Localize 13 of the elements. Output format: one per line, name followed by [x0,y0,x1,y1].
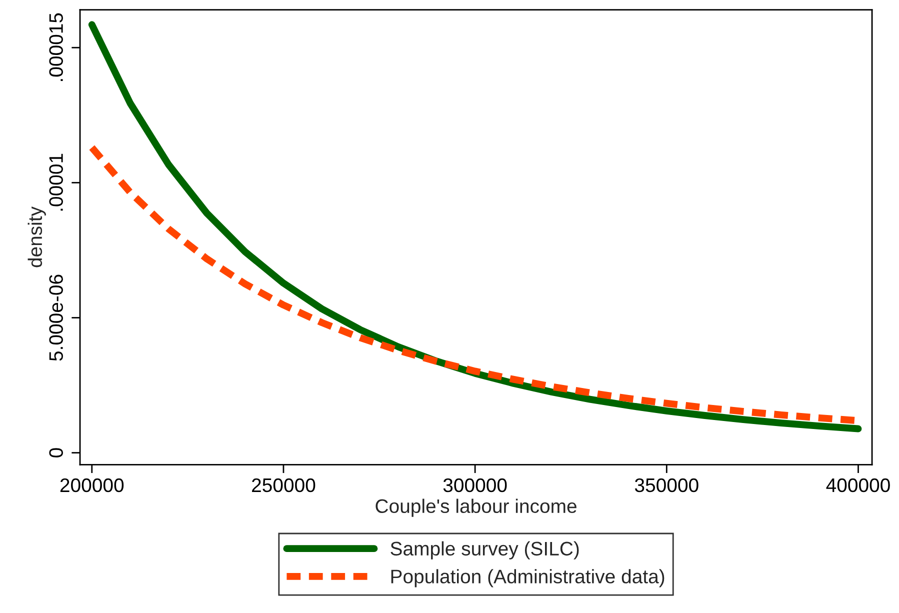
x-tick-label: 350000 [634,478,698,492]
legend-label: Sample survey (SILC) [390,541,579,560]
y-tick-label: .00001 [49,154,63,211]
x-tick-label: 400000 [826,478,890,492]
y-axis-title: density [28,206,46,268]
legend-label: Population (Administrative data) [391,569,664,588]
y-tick-label: 5.000e-06 [49,274,63,361]
x-axis-title: Couple's labour income [376,498,576,517]
x-tick-label: 200000 [60,478,124,492]
y-tick-label: 0 [49,448,63,458]
y-tick-label: .000015 [49,13,63,81]
x-tick-label: 250000 [252,478,316,492]
x-tick-label: 300000 [443,478,507,492]
